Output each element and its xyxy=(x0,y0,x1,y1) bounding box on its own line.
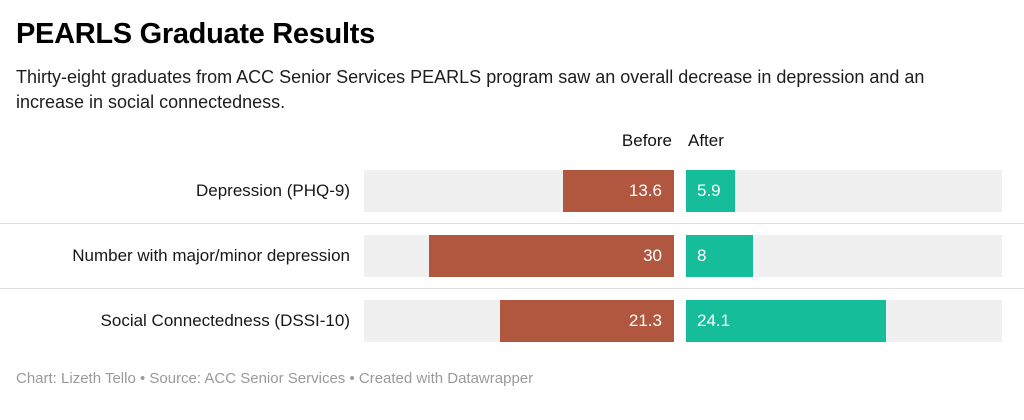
before-value-label: 21.3 xyxy=(628,310,662,330)
after-value-label: 8 xyxy=(697,245,707,265)
chart-row: Social Connectedness (DSSI-10) 21.3 24.1 xyxy=(0,287,1024,353)
before-bar-track: 13.6 xyxy=(364,169,674,212)
after-bar: 24.1 xyxy=(686,299,887,342)
after-bar: 5.9 xyxy=(686,169,736,212)
after-bar-track: 8 xyxy=(686,234,1002,277)
category-label: Social Connectedness (DSSI-10) xyxy=(100,310,350,330)
chart-row: Number with major/minor depression 30 8 xyxy=(0,222,1024,288)
chart-rows: Depression (PHQ-9) 13.6 5.9 Number with maj… xyxy=(0,159,1024,353)
after-bar-track: 5.9 xyxy=(686,169,1002,212)
after-column-header: After xyxy=(688,130,724,150)
before-bar-track: 30 xyxy=(364,234,674,277)
after-bar: 8 xyxy=(686,234,753,277)
before-bar-track: 21.3 xyxy=(364,299,674,342)
chart-title: PEARLS Graduate Results xyxy=(16,18,375,50)
category-label: Depression (PHQ-9) xyxy=(196,180,350,200)
series-headers: Before After xyxy=(16,131,1008,151)
after-value-label: 5.9 xyxy=(697,180,721,200)
after-bar-track: 24.1 xyxy=(686,299,1002,342)
before-bar: 21.3 xyxy=(500,299,674,342)
before-bar: 13.6 xyxy=(563,169,674,212)
before-value-label: 30 xyxy=(643,245,662,265)
after-value-label: 24.1 xyxy=(697,310,731,330)
chart-subtitle: Thirty-eight graduates from ACC Senior S… xyxy=(16,67,925,112)
category-label: Number with major/minor depression xyxy=(72,245,350,265)
chart-row: Depression (PHQ-9) 13.6 5.9 xyxy=(0,159,1024,223)
before-bar: 30 xyxy=(429,234,674,277)
before-value-label: 13.6 xyxy=(628,180,662,200)
before-column-header: Before xyxy=(621,130,672,150)
chart-footer: Chart: Lizeth Tello • Source: ACC Senior… xyxy=(16,369,534,387)
chart-container: PEARLS Graduate Results Thirty-eight gra… xyxy=(0,18,1024,387)
